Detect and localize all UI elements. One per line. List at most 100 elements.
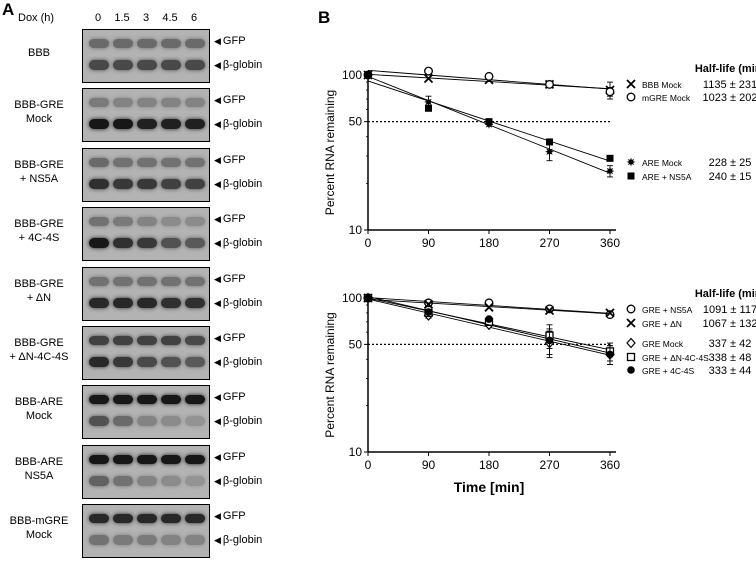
- series-circle-filled: [364, 294, 614, 365]
- arrow-left-icon: ◀: [214, 511, 221, 522]
- legend-label: ARE Mock: [642, 158, 683, 168]
- gfp-band: [137, 98, 157, 108]
- legend-marker: [626, 92, 636, 102]
- data-point: [605, 308, 615, 318]
- globin-band: [113, 178, 133, 189]
- globin-band: [113, 238, 133, 249]
- data-point: [545, 336, 554, 345]
- data-point: [424, 308, 433, 316]
- data-point: [484, 71, 494, 81]
- legend-label: GRE Mock: [642, 339, 684, 349]
- blot-image: [82, 88, 210, 143]
- data-point: [364, 294, 372, 302]
- timepoint-label: 1.5: [114, 12, 130, 24]
- dox-label: Dox (h): [18, 12, 55, 24]
- gfp-arrow-label: ◀ GFP: [214, 391, 246, 403]
- panel-a: A Dox (h) 0 1.5 3 4.5 6 BBB ◀ GFP ◀ β-globin BBB-…: [0, 0, 300, 576]
- arrow-left-icon: ◀: [214, 238, 221, 249]
- globin-band: [113, 357, 133, 367]
- globin-band: [185, 357, 205, 367]
- legend-marker: [626, 318, 636, 328]
- gfp-band: [161, 336, 181, 345]
- arrow-left-icon: ◀: [214, 119, 221, 130]
- gfp-band: [161, 395, 181, 405]
- globin-band: [113, 297, 133, 308]
- gfp-band: [185, 39, 205, 48]
- gfp-band: [161, 454, 181, 464]
- blot-row-label: BBB-GRE + 4C-4S: [0, 217, 78, 245]
- y-tick-label: 50: [349, 115, 363, 129]
- blot-image: [82, 385, 210, 440]
- data-point: [545, 304, 554, 314]
- arrow-left-icon: ◀: [214, 36, 221, 46]
- globin-band: [113, 119, 133, 130]
- legend-marker: [627, 172, 635, 180]
- gfp-band: [113, 514, 133, 524]
- globin-band: [161, 416, 181, 427]
- half-life-value: 338 ± 48: [709, 352, 752, 364]
- gfp-band: [161, 39, 181, 48]
- blot-row-label-line1: BBB-ARE: [14, 455, 64, 468]
- globin-band: [185, 297, 205, 308]
- blot-row-label-line2: + ΔN-4C-4S: [9, 351, 69, 363]
- band-label-text: GFP: [222, 391, 246, 404]
- x-tick-label: 180: [479, 458, 499, 472]
- gfp-arrow-label: ◀ GFP: [214, 451, 246, 463]
- globin-arrow-label: ◀ β-globin: [214, 237, 262, 249]
- band-label-text: GFP: [222, 35, 246, 47]
- gfp-band: [113, 276, 133, 286]
- band-label-text: β-globin: [222, 177, 263, 190]
- y-tick-label: 50: [349, 337, 363, 351]
- gfp-band: [185, 395, 205, 405]
- band-label-text: GFP: [222, 450, 246, 463]
- gfp-band: [89, 39, 109, 48]
- globin-arrow-label: ◀ β-globin: [214, 534, 262, 546]
- data-point: [545, 147, 554, 157]
- arrow-left-icon: ◀: [214, 273, 221, 284]
- x-tick-label: 270: [539, 236, 559, 250]
- arrow-left-icon: ◀: [214, 392, 221, 403]
- arrow-left-icon: ◀: [214, 95, 221, 106]
- data-point: [364, 71, 372, 79]
- blot-row-label: BBB-GRE + NS5A: [0, 158, 78, 186]
- blot-row-label-line1: BBB-GRE: [14, 158, 64, 171]
- globin-band: [113, 60, 133, 70]
- globin-band: [89, 416, 109, 427]
- gfp-band: [185, 514, 205, 524]
- y-tick-label: 10: [349, 223, 363, 237]
- arrow-left-icon: ◀: [214, 416, 221, 427]
- legend-label: GRE + 4C-4S: [642, 366, 695, 376]
- y-tick-label: 100: [342, 291, 362, 305]
- legend-marker: [626, 352, 636, 362]
- data-point: [605, 310, 615, 320]
- arrow-left-icon: ◀: [214, 297, 221, 308]
- half-life-value: 1135 ± 231: [703, 79, 756, 91]
- gfp-band: [113, 39, 133, 48]
- legend-marker: [626, 304, 636, 314]
- gfp-band: [161, 157, 181, 167]
- gfp-band: [89, 454, 109, 464]
- gfp-band: [161, 514, 181, 524]
- data-point: [423, 299, 434, 309]
- globin-arrow-label: ◀ β-globin: [214, 118, 262, 130]
- timepoint-label: 3: [142, 12, 150, 24]
- band-label-text: GFP: [222, 213, 246, 226]
- band-label-text: β-globin: [222, 415, 263, 428]
- half-life-header: Half-life (min): [695, 63, 756, 75]
- blot-row-label-line1: BBB: [27, 47, 50, 59]
- blot-row-label: BBB-ARE Mock: [0, 395, 78, 423]
- data-point: [485, 118, 493, 126]
- gfp-band: [113, 98, 133, 108]
- data-point: [485, 315, 493, 323]
- gfp-band: [137, 276, 157, 286]
- panel-a-letter: A: [2, 0, 15, 19]
- gfp-band: [137, 39, 157, 48]
- gfp-arrow-label: ◀ GFP: [214, 35, 246, 47]
- gfp-band: [89, 336, 109, 345]
- globin-band: [185, 475, 205, 486]
- gfp-band: [185, 98, 205, 108]
- blot-image: [82, 326, 210, 380]
- x-tick-label: 90: [422, 458, 436, 472]
- legend-label: GRE + ΔN: [642, 319, 682, 329]
- half-life-header: Half-life (min): [695, 288, 756, 300]
